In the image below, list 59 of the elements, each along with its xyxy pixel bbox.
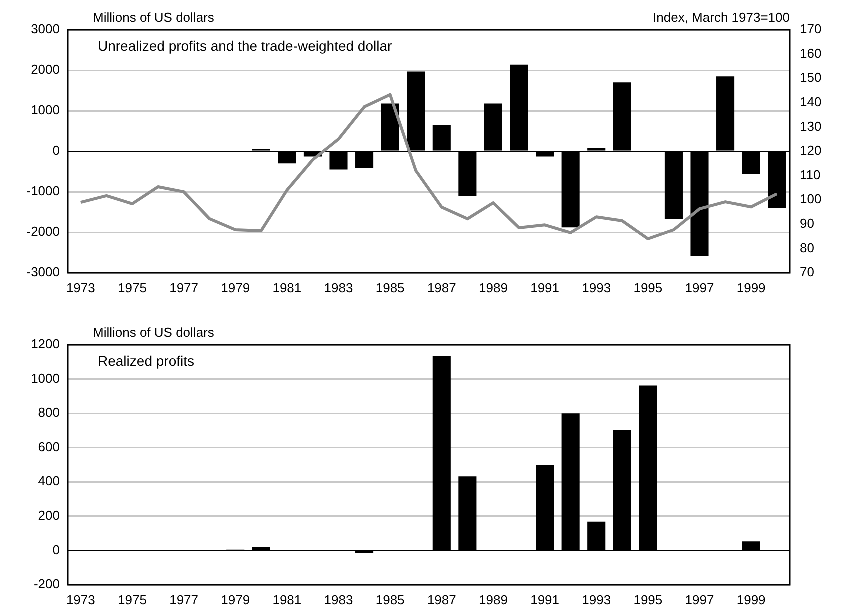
y2-tick-label: 130 — [800, 118, 822, 134]
y2-tick-label: 160 — [800, 46, 822, 61]
y-tick-label: 800 — [38, 405, 60, 420]
y2-tick-label: 90 — [800, 216, 814, 231]
y-tick-label: 1200 — [31, 336, 60, 352]
x-tick-label: 1985 — [376, 592, 405, 608]
y-tick-label: 2000 — [31, 62, 60, 78]
y-tick-label: 200 — [38, 508, 60, 524]
y-tick-label: 1000 — [31, 102, 60, 118]
y-tick-label: 1000 — [31, 370, 60, 386]
x-tick-label: 1989 — [479, 592, 508, 608]
y2-axis-title: Index, March 1973=100 — [653, 10, 790, 26]
x-tick-label: 1989 — [479, 280, 508, 296]
x-tick-label: 1997 — [685, 280, 714, 296]
x-tick-label: 1995 — [634, 592, 663, 608]
y2-tick-label: 80 — [800, 240, 814, 256]
x-tick-label: 1991 — [530, 592, 560, 608]
y-tick-label: 400 — [38, 474, 60, 489]
x-tick-label: 1973 — [66, 592, 96, 608]
y2-tick-label: 70 — [800, 264, 814, 280]
y2-tick-label: 170 — [800, 22, 822, 37]
y-axis-title: Millions of US dollars — [93, 10, 215, 26]
y-tick-label: 0 — [52, 542, 60, 558]
y-tick-label: 0 — [52, 143, 60, 158]
x-tick-label: 1993 — [582, 592, 612, 608]
y-tick-label: -200 — [34, 576, 60, 592]
x-tick-label: 1995 — [634, 280, 663, 296]
text: Unrealized profits and the trade-weighted dollar — [98, 38, 393, 54]
x-tick-label: 1985 — [376, 280, 405, 296]
x-tick-label: 1979 — [221, 592, 250, 608]
x-tick-label: 1999 — [736, 280, 766, 296]
x-tick-label: 1981 — [272, 280, 302, 296]
x-tick-label: 1979 — [221, 280, 250, 296]
x-tick-label: 1973 — [66, 280, 96, 296]
x-tick-label: 1987 — [427, 280, 456, 296]
x-tick-label: 1977 — [170, 592, 198, 608]
y2-tick-label: 140 — [800, 94, 822, 110]
x-tick-label: 1993 — [582, 280, 612, 296]
x-tick-label: 1997 — [685, 592, 714, 608]
x-tick-label: 1977 — [170, 280, 198, 296]
y-tick-label: -1000 — [26, 184, 60, 199]
y2-tick-label: 100 — [800, 192, 822, 207]
x-tick-label: 1981 — [272, 592, 302, 608]
y-axis-title: Millions of US dollars — [93, 325, 215, 340]
x-tick-label: 1983 — [324, 592, 354, 608]
y-tick-label: -3000 — [26, 264, 60, 280]
x-tick-label: 1975 — [118, 592, 147, 608]
y-tick-label: -2000 — [26, 224, 60, 240]
y2-tick-label: 120 — [800, 143, 822, 158]
x-tick-label: 1983 — [324, 280, 354, 296]
y2-tick-label: 150 — [800, 70, 822, 86]
y-tick-label: 3000 — [31, 22, 60, 37]
y2-tick-label: 110 — [800, 167, 821, 182]
text: Realized profits — [98, 352, 194, 369]
x-tick-label: 1987 — [427, 592, 456, 608]
x-tick-label: 1991 — [530, 280, 560, 296]
x-tick-label: 1999 — [736, 592, 766, 608]
x-tick-label: 1975 — [118, 280, 147, 296]
y-tick-label: 600 — [38, 439, 60, 454]
